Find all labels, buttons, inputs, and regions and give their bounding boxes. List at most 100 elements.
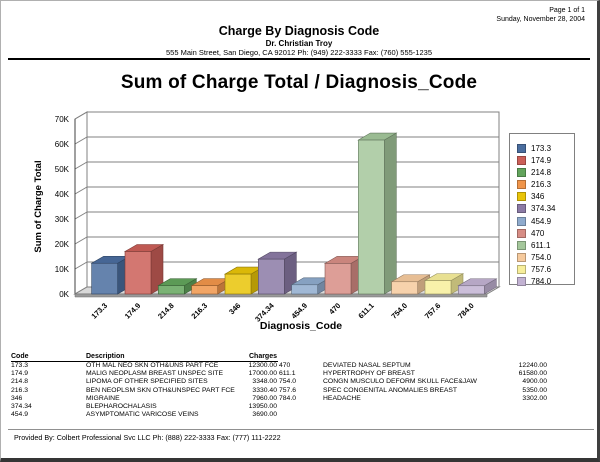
legend-item: 454.9 [517, 212, 574, 226]
bar-front-face [124, 251, 152, 295]
code-cell: 754.0 [279, 378, 297, 386]
bar-front-face [391, 281, 418, 295]
x-tick-label: 784.0 [456, 301, 476, 321]
bar-front-face [191, 285, 218, 295]
charges-cell: 3348.00 [252, 378, 277, 386]
description-cell: LIPOMA OF OTHER SPECIFIED SITES [86, 378, 208, 386]
x-tick-label: 216.3 [189, 301, 209, 321]
x-tick-label: 470 [327, 301, 342, 316]
charges-cell: 5350.00 [522, 386, 547, 394]
header-divider [8, 58, 590, 60]
x-axis-title: Diagnosis_Code [260, 320, 342, 332]
code-cell: 611.1 [279, 370, 296, 378]
legend-label: 757.6 [531, 264, 552, 274]
table-header-row: Code Description Charges [11, 353, 278, 362]
legend-swatch [517, 252, 526, 262]
description-cell: ASYMPTOMATIC VARICOSE VEINS [86, 411, 199, 419]
legend-label: 470 [531, 228, 545, 238]
charges-cell: 3330.40 [252, 386, 277, 394]
legend-item: 214.8 [517, 163, 574, 178]
chart-legend: 173.3 174.9 214.8 216.3 346 374.34 454.9 470 611… [509, 133, 575, 287]
code-cell: 174.9 [11, 370, 29, 378]
footer-provided-by: Provided By: Colbert Professional Svc LL… [14, 433, 281, 442]
axis-tick [74, 161, 88, 170]
legend-item: 784.0 [517, 272, 574, 287]
bar-front-face [424, 280, 452, 295]
x-tick-label: 611.1 [356, 301, 375, 320]
charges-cell: 13950.00 [248, 402, 277, 410]
table-row: 216.3 BEN NEOPLSM SKN OTH&UNSPEC PART FCE… [11, 387, 591, 395]
report-title: Charge By Diagnosis Code [218, 24, 380, 38]
charges-cell: 17000.00 [248, 370, 277, 378]
legend-swatch [517, 144, 526, 153]
legend-swatch [517, 240, 526, 250]
legend-swatch [517, 156, 526, 166]
table-row: 173.3 OTH MAL NEO SKN OTH&UNS PART FCE 123… [11, 362, 591, 370]
charges-cell: 61580.00 [518, 370, 547, 378]
axis-tick [74, 236, 88, 245]
charges-cell: 12300.00 [248, 362, 277, 369]
code-cell: 346 [11, 394, 23, 402]
code-cell: 454.9 [11, 411, 29, 419]
x-tick-label: 454.9 [289, 301, 309, 321]
code-cell: 784.0 [279, 394, 297, 402]
chart-title: Sum of Charge Total / Diagnosis_Code [120, 72, 478, 93]
y-tick-label: 70K [55, 115, 70, 124]
y-tick-label: 50K [55, 165, 70, 174]
description-cell: DEVIATED NASAL SEPTUM [323, 362, 411, 369]
axis-tick [74, 211, 88, 220]
legend-swatch [517, 264, 526, 274]
axis-tick [74, 111, 88, 120]
bar-side-face [384, 132, 397, 295]
y-tick-label: 10K [55, 265, 70, 274]
legend-label: 173.3 [531, 144, 552, 153]
legend-item: 216.3 [517, 175, 574, 190]
x-tick-label: 346 [227, 301, 242, 316]
legend-label: 346 [531, 192, 545, 202]
report-date: Sunday, November 28, 2004 [496, 16, 585, 23]
legend-swatch [517, 192, 526, 202]
x-tick-label: 173.3 [89, 301, 109, 321]
y-tick-label: 20K [55, 240, 70, 249]
legend-label: 454.9 [531, 216, 552, 226]
legend-label: 754.0 [531, 252, 552, 262]
description-cell: HEADACHE [323, 394, 361, 402]
axis-tick [74, 261, 88, 270]
legend-label: 374.34 [531, 204, 556, 214]
bar-chart-3d: 0K 10K 20K 30K 40K 50K 60K 70K 173.3 174.9 214.8 21… [33, 111, 501, 332]
y-axis-title: Sum of Charge Total [33, 160, 44, 252]
description-cell: MALIG NEOPLASM BREAST UNSPEC SITE [86, 370, 223, 378]
legend-swatch [517, 228, 526, 238]
y-tick-label: 0K [59, 290, 69, 299]
description-cell: CONGN MUSCULO DEFORM SKULL FACE&JAW [323, 378, 477, 386]
description-cell: BLEPHAROCHALASIS [86, 402, 157, 410]
legend-item: 757.6 [517, 260, 574, 274]
table-row: 454.9 ASYMPTOMATIC VARICOSE VEINS 3690.00 [11, 411, 591, 419]
legend-item: 754.0 [517, 248, 574, 262]
bar-front-face [358, 139, 385, 295]
y-tick-label: 30K [55, 215, 70, 224]
legend-swatch [517, 277, 526, 287]
x-tick-label: 757.6 [423, 301, 443, 321]
legend-swatch [517, 216, 526, 226]
description-cell: OTH MAL NEO SKN OTH&UNS PART FCE [86, 362, 219, 369]
legend-item: 174.9 [517, 151, 574, 166]
table-row: 174.9 MALIG NEOPLASM BREAST UNSPEC SITE 17… [11, 370, 591, 378]
code-cell: 173.3 [11, 362, 29, 369]
description-cell: MIGRAINE [86, 394, 120, 402]
charges-cell: 3690.00 [252, 411, 277, 419]
legend-swatch [517, 204, 526, 214]
code-cell: 214.8 [11, 378, 29, 386]
header-description: Description [86, 353, 125, 360]
legend-label: 784.0 [531, 277, 552, 287]
chart-floor-edge [74, 293, 488, 298]
bar-front-face [158, 285, 185, 295]
table-row: 374.34 BLEPHAROCHALASIS 13950.00 [11, 403, 591, 411]
y-tick-label: 40K [55, 190, 70, 199]
x-tick-label: 754.0 [389, 301, 409, 321]
code-cell: 216.3 [11, 386, 29, 394]
footer-divider [8, 429, 594, 430]
legend-item: 173.3 [517, 139, 574, 153]
bar-front-face [258, 258, 285, 295]
